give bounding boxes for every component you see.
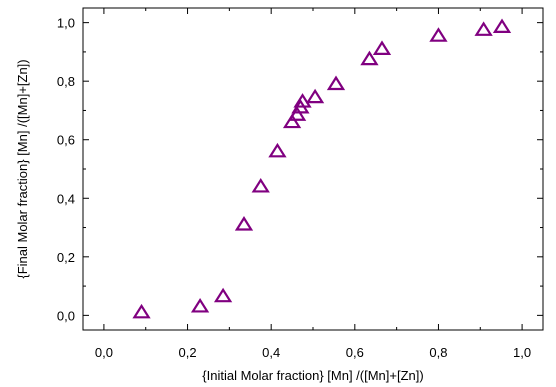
x-tick-label: 0,8 bbox=[429, 345, 447, 360]
data-points bbox=[132, 18, 512, 319]
y-tick-label: 1,0 bbox=[57, 16, 75, 31]
y-axis-title: {Final Molar fraction} [Mn] /([Mn]+[Zn]) bbox=[15, 59, 30, 278]
axis-ticks bbox=[83, 8, 543, 330]
y-tick-label: 0,0 bbox=[57, 308, 75, 323]
x-tick-label: 0,6 bbox=[346, 345, 364, 360]
data-point-triangle bbox=[132, 303, 151, 319]
x-tick-labels: 0,0 0,2 0,4 0,6 0,8 1,0 bbox=[95, 345, 531, 360]
data-point-triangle bbox=[251, 177, 270, 193]
x-axis-title: {Initial Molar fraction} [Mn] /([Mn]+[Zn… bbox=[202, 368, 423, 383]
y-tick-label: 0,4 bbox=[57, 191, 75, 206]
data-point-triangle bbox=[326, 75, 346, 91]
data-point-triangle bbox=[372, 40, 392, 55]
y-tick-label: 0,8 bbox=[57, 74, 75, 89]
x-tick-label: 0,0 bbox=[95, 345, 113, 360]
data-point-triangle bbox=[429, 27, 448, 42]
data-point-triangle bbox=[474, 21, 493, 36]
data-point-triangle bbox=[305, 88, 325, 104]
data-point-triangle bbox=[293, 93, 312, 108]
data-point-triangle bbox=[234, 216, 254, 231]
data-point-triangle bbox=[213, 287, 233, 303]
data-point-triangle bbox=[190, 298, 210, 313]
data-point-triangle bbox=[268, 142, 287, 158]
data-point-triangle bbox=[282, 113, 302, 129]
x-tick-label: 0,4 bbox=[262, 345, 280, 360]
data-point-triangle bbox=[287, 106, 307, 121]
data-point-triangle bbox=[360, 50, 379, 66]
x-tick-label: 0,2 bbox=[179, 345, 197, 360]
plot-frame bbox=[82, 7, 544, 331]
x-tick-label: 1,0 bbox=[513, 345, 531, 360]
y-tick-label: 0,6 bbox=[57, 133, 75, 148]
data-point-triangle bbox=[492, 18, 512, 34]
y-tick-labels: 0,0 0,2 0,4 0,6 0,8 1,0 bbox=[57, 16, 75, 324]
y-tick-label: 0,2 bbox=[57, 250, 75, 265]
